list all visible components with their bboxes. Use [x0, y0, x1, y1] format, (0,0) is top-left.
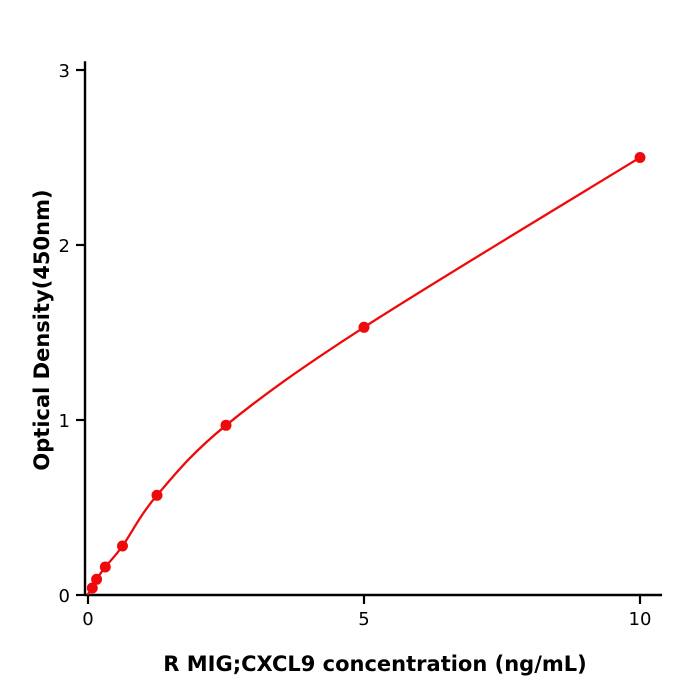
fitted-curve: [86, 156, 642, 596]
y-tick-label: 1: [59, 411, 70, 432]
y-axis-title: Optical Density(450nm): [30, 189, 54, 471]
data-point: [220, 419, 232, 431]
y-tick-label: 2: [59, 236, 70, 257]
y-tick-label: 0: [59, 586, 70, 607]
data-point: [99, 561, 111, 573]
data-point: [634, 152, 646, 163]
axis-spines: [83, 61, 663, 597]
data-point: [86, 582, 98, 594]
data-point: [117, 540, 128, 552]
data-point: [358, 321, 370, 333]
x-axis-title: R MIG;CXCL9 concentration (ng/mL): [163, 652, 587, 676]
y-tick-label: 3: [59, 61, 70, 82]
x-tick-label: 5: [358, 609, 369, 630]
data-point: [91, 573, 103, 585]
x-tick-label: 10: [629, 609, 652, 630]
data-point: [151, 489, 163, 501]
x-tick-label: 0: [82, 609, 93, 630]
